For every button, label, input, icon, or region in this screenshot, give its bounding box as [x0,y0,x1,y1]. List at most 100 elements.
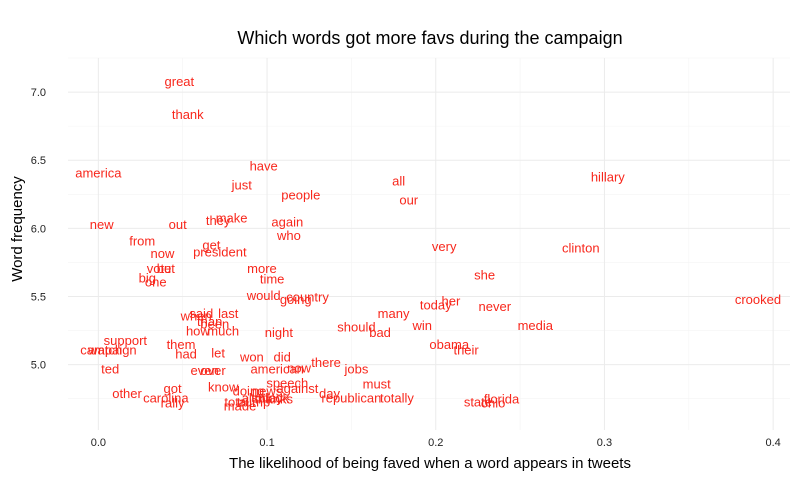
word-label: they [206,213,231,228]
word-label: from [129,234,155,249]
word-label: great [165,74,195,89]
y-tick-label: 5.5 [31,291,46,303]
word-label: one [145,274,167,289]
x-tick-label: 0.3 [597,437,612,449]
word-label: vote [147,261,172,276]
x-tick-label: 0.0 [91,437,106,449]
word-label: had [175,347,197,362]
word-label: make [216,210,248,225]
word-label: speech [266,375,308,390]
word-label: clinton [562,240,600,255]
word-label: than [197,314,222,329]
word-label: american [250,362,303,377]
word-label: their [453,343,479,358]
word-label: there [311,355,341,370]
word-label: going [280,292,312,307]
word-label: ted [101,362,119,377]
word-label: have [250,159,278,174]
word-label: very [432,239,457,254]
word-label: also [242,390,266,405]
word-label: her [442,294,461,309]
word-label: many [378,306,410,321]
word-label: day [319,386,340,401]
word-label: now [287,360,311,375]
word-label: new [90,217,114,232]
word-label: media [518,318,554,333]
word-label: but [157,261,175,276]
word-label: against [276,381,318,396]
word-label: when [180,309,212,324]
word-label: thank [172,107,204,122]
word-label: america [75,165,122,180]
word-label: more [247,261,277,276]
word-label: much [207,324,239,339]
word-label: state [464,394,492,409]
word-label: other [112,386,142,401]
word-label: total [224,394,249,409]
word-label: never [479,299,512,314]
word-label: carolina [143,390,189,405]
word-label: doing [233,383,265,398]
y-tick-label: 6.0 [31,223,46,235]
x-axis-title: The likelihood of being faved when a wor… [229,455,631,472]
word-label: out [169,217,187,232]
word-label: should [337,319,375,334]
word-label: let [211,345,225,360]
word-label: said [189,306,213,321]
chart-title: Which words got more favs during the cam… [237,28,622,48]
x-axis-ticks: 0.0 0.1 0.2 0.3 0.4 [91,437,781,449]
y-axis-ticks: 5.0 5.5 6.0 6.5 7.0 [31,87,46,372]
word-label: jobs [344,362,369,377]
word-label: time [260,272,285,287]
word-label: totally [380,390,414,405]
word-label: again [271,215,303,230]
word-label: trump [237,394,270,409]
y-tick-label: 7.0 [31,87,46,99]
word-label: even [191,363,219,378]
word-label: rally [161,396,185,411]
y-tick-label: 5.0 [31,360,46,372]
word-label: our [399,193,418,208]
word-label: how [186,324,210,339]
word-label: won [239,349,264,364]
word-label: support [104,333,148,348]
word-label: night [265,325,294,340]
word-labels: great thank america have just people all our hil… [75,74,781,413]
y-axis-title: Word frequency [9,176,26,282]
word-label: been [200,317,229,332]
word-label: florida [484,392,520,407]
word-label: crooked [735,292,781,307]
word-label: must [363,377,392,392]
word-label: know [208,379,239,394]
word-label: got [164,381,182,396]
word-label: today [251,390,283,405]
word-label: over [200,363,226,378]
word-label: she [474,268,495,283]
word-label: hillary [591,170,625,185]
word-label: watch [87,343,122,358]
word-label: today [420,298,452,313]
word-label: now [151,246,175,261]
word-label: obama [429,337,470,352]
grid [68,57,790,430]
word-label: people [281,187,320,202]
word-label: just [231,178,253,193]
word-label: campaign [80,343,136,358]
word-label: did [274,349,291,364]
word-label: them [167,337,196,352]
x-tick-label: 0.2 [428,437,443,449]
word-label: president [193,244,247,259]
word-label: would [246,288,281,303]
word-label: republican [321,390,381,405]
word-label: last [218,306,239,321]
word-label: who [276,228,301,243]
word-label: ohio [481,396,506,411]
word-label: win [411,318,432,333]
y-tick-label: 6.5 [31,155,46,167]
word-label: news [252,383,283,398]
word-label: bad [369,325,391,340]
word-label: big [139,270,156,285]
word-label: look [265,390,289,405]
word-label: get [202,238,220,253]
